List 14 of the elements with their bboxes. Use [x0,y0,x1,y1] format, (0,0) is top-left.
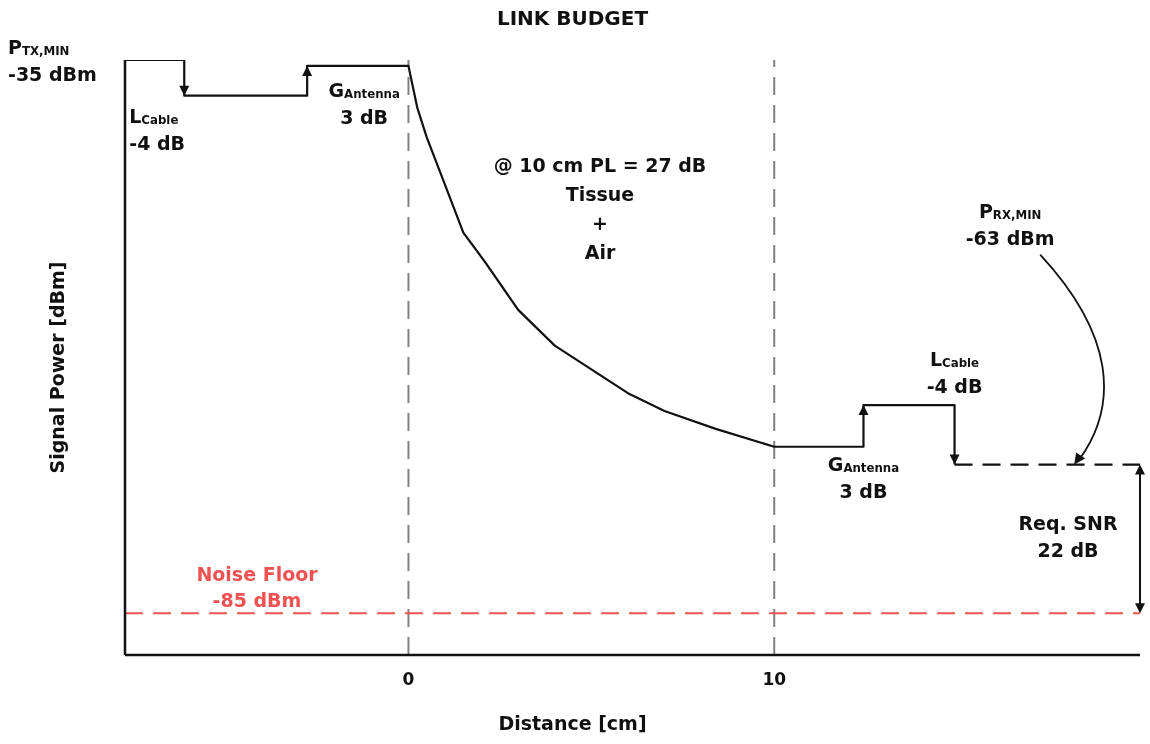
chart-title: LINK BUDGET [496,6,649,30]
annotation: G$_{Antenna}$ 3 dB [827,452,900,502]
annotation: P$_{RX,MIN}$ -63 dBm [965,199,1055,249]
x-tick-label: 0 [402,669,415,690]
x-axis-title: Distance [cm] [498,712,647,734]
y-axis-title: Signal Power [dBm] [46,261,68,474]
x-tick-label: 10 [762,669,787,690]
annotation: P$_{TX,MIN}$ -35 dBm [8,36,97,85]
annotation: L$_{Cable}$ -4 dB [129,104,186,154]
annotation: G$_{Antenna}$ 3 dB [328,78,400,128]
ref-line-label: Noise Floor -85 dBm [196,563,319,612]
annotation: L$_{Cable}$ -4 dB [926,348,983,398]
annotation: Req. SNR 22 dB [1018,512,1118,561]
annotation: @ 10 cm PL = 27 dB Tissue + Air [493,154,707,263]
